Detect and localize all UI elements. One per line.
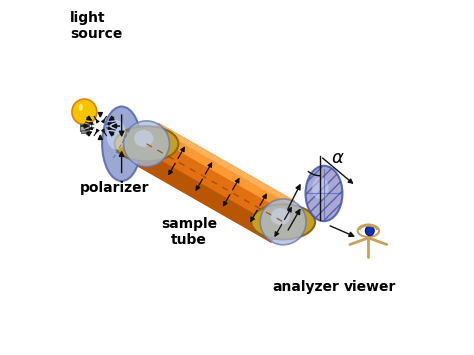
Ellipse shape <box>102 106 141 181</box>
Ellipse shape <box>124 121 169 167</box>
Ellipse shape <box>79 104 83 111</box>
Text: light
source: light source <box>70 11 122 41</box>
Polygon shape <box>155 123 295 206</box>
Ellipse shape <box>115 126 178 161</box>
Ellipse shape <box>365 226 374 236</box>
Ellipse shape <box>358 224 379 237</box>
Ellipse shape <box>312 177 329 199</box>
Polygon shape <box>151 123 295 213</box>
Text: analyzer: analyzer <box>273 280 340 294</box>
Bar <box>81 130 88 133</box>
Ellipse shape <box>134 130 153 147</box>
Polygon shape <box>135 150 280 243</box>
Ellipse shape <box>271 208 290 225</box>
Ellipse shape <box>107 120 126 150</box>
Ellipse shape <box>260 199 306 245</box>
Bar <box>80 124 89 131</box>
Text: α: α <box>332 149 344 167</box>
Polygon shape <box>135 123 295 243</box>
Ellipse shape <box>72 99 97 125</box>
Ellipse shape <box>306 166 342 221</box>
Text: viewer: viewer <box>344 280 396 294</box>
Text: sample
tube: sample tube <box>161 217 217 247</box>
Text: polarizer: polarizer <box>80 181 149 195</box>
Ellipse shape <box>251 204 315 239</box>
